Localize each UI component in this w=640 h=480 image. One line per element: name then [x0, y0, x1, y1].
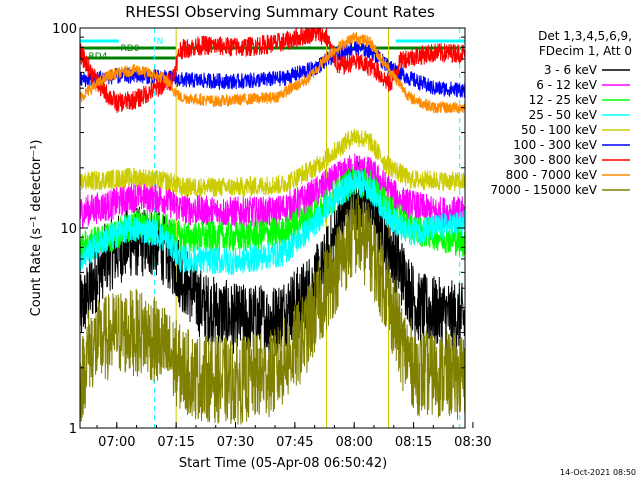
y-tick-label-0: 1	[69, 422, 77, 437]
x-tick-label-0: 07:00	[98, 435, 135, 450]
x-axis-label: Start Time (05-Apr-08 06:50:42)	[179, 456, 387, 471]
footer-date: 14-Oct-2021 08:50	[560, 468, 636, 477]
legend-header-line-2: FDecim 1, Att 0	[539, 44, 632, 58]
series-line-7	[79, 31, 466, 114]
legend-label-0: 3 - 6 keV	[544, 63, 598, 77]
legend-header-line-1: Det 1,3,4,5,6,9,	[538, 29, 632, 43]
series-line-1	[79, 153, 466, 230]
x-axis-ticks: 07:00 07:15 07:30 07:45 08:00 08:15 08:30	[96, 422, 492, 450]
series-line-6	[79, 27, 466, 114]
x-tick-label-4: 08:00	[335, 435, 372, 450]
legend-label-5: 100 - 300 keV	[513, 138, 597, 152]
legend-label-2: 12 - 25 keV	[529, 93, 598, 107]
series-line-0	[79, 161, 466, 356]
legend: Det 1,3,4,5,6,9, FDecim 1, Att 0 3 - 6 k…	[490, 29, 632, 197]
x-tick-label-3: 07:45	[276, 435, 313, 450]
chart-title: RHESSI Observing Summary Count Rates	[125, 3, 435, 21]
x-tick-label-5: 08:15	[395, 435, 432, 450]
legend-label-4: 50 - 100 keV	[521, 123, 598, 137]
plot-area: N RD0 RD4	[79, 27, 466, 429]
y-axis-ticks: 1 10 100	[52, 22, 465, 437]
legend-label-3: 25 - 50 keV	[529, 108, 598, 122]
series-lines	[79, 27, 466, 425]
x-tick-label-1: 07:15	[157, 435, 194, 450]
x-tick-label-2: 07:30	[217, 435, 254, 450]
series-line-4	[79, 128, 466, 198]
y-axis-label: Count Rate (s⁻¹ detector⁻¹)	[29, 140, 44, 317]
legend-label-6: 300 - 800 keV	[513, 153, 597, 167]
y-tick-label-1: 10	[60, 222, 77, 237]
flag-labels: N RD0 RD4	[89, 37, 164, 62]
x-tick-label-6: 08:30	[454, 435, 491, 450]
legend-label-8: 7000 - 15000 keV	[490, 183, 597, 197]
flag-label-n: N	[157, 37, 164, 47]
series-line-3	[79, 169, 466, 276]
y-tick-label-2: 100	[52, 22, 77, 37]
legend-label-1: 6 - 12 keV	[536, 78, 598, 92]
flag-label-rd4: RD4	[89, 52, 108, 62]
series-line-8	[79, 194, 466, 425]
legend-label-7: 800 - 7000 keV	[506, 168, 598, 182]
flag-label-rd0: RD0	[121, 44, 140, 54]
